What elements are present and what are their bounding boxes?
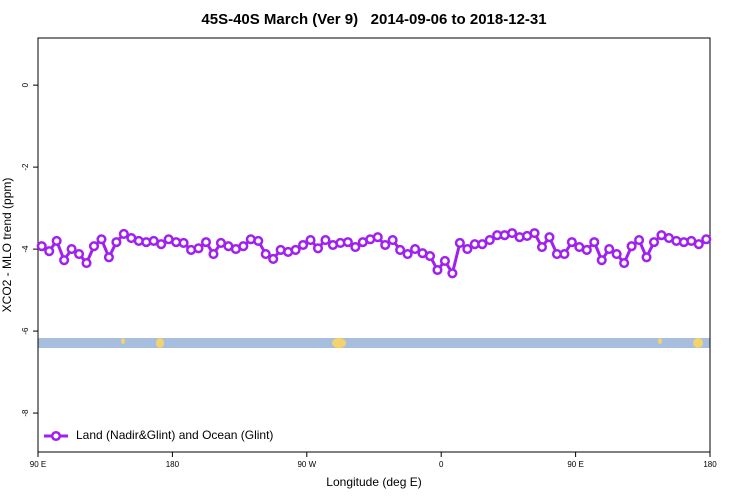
data-point — [74, 248, 85, 260]
y-tick-label: 0 — [21, 82, 30, 87]
data-point — [178, 237, 189, 249]
data-point — [200, 237, 212, 248]
data-point — [350, 241, 361, 253]
data-point — [238, 241, 249, 252]
data-point — [118, 228, 129, 239]
y-tick-label: -2 — [21, 163, 30, 171]
data-point — [529, 228, 540, 239]
data-point — [648, 237, 660, 248]
y-tick-label: -8 — [21, 409, 30, 417]
data-point — [581, 244, 592, 255]
data-point — [59, 255, 70, 266]
x-tick-label: 0 — [439, 460, 444, 469]
data-point — [88, 241, 100, 252]
legend-label: Land (Nadir&Glint) and Ocean (Glint) — [76, 428, 273, 442]
x-tick-label: 90 E — [30, 460, 46, 469]
data-point — [260, 248, 271, 260]
data-point — [634, 235, 645, 246]
x-tick-label: 90 W — [297, 460, 316, 469]
data-point — [641, 252, 652, 263]
data-point — [477, 239, 488, 250]
x-axis-label: Longitude (deg E) — [326, 475, 421, 489]
data-point — [81, 257, 92, 269]
data-point — [387, 235, 398, 246]
data-point — [111, 237, 122, 248]
data-point — [566, 237, 577, 248]
data-point — [619, 257, 630, 269]
data-point — [402, 248, 413, 260]
data-point — [447, 268, 458, 279]
data-point — [298, 239, 309, 251]
data-point — [462, 244, 473, 255]
data-point — [604, 244, 615, 255]
y-tick-label: -4 — [21, 245, 30, 253]
data-point — [484, 235, 495, 246]
x-tick-label: 180 — [166, 460, 180, 469]
data-point — [66, 244, 77, 255]
y-tick-label: -6 — [21, 327, 30, 335]
data-point — [44, 246, 55, 257]
data-point — [51, 235, 62, 246]
data-point — [342, 237, 353, 248]
data-point — [432, 264, 443, 276]
data-point — [536, 241, 548, 253]
data-point — [193, 243, 204, 254]
data-point — [693, 239, 704, 250]
data-point — [305, 235, 316, 246]
data-point — [372, 232, 383, 243]
data-point — [410, 244, 421, 255]
data-point — [596, 255, 607, 266]
data-point — [208, 248, 219, 260]
data-point — [156, 239, 167, 250]
data-point — [96, 234, 107, 245]
data-point — [36, 241, 47, 252]
data-point — [268, 253, 279, 264]
y-axis-label: XCO2 - MLO trend (ppm) — [0, 178, 14, 313]
land-ocean-strip — [38, 338, 710, 348]
x-tick-label: 180 — [703, 460, 717, 469]
data-point — [103, 252, 114, 263]
data-point — [507, 228, 518, 239]
data-point — [611, 248, 622, 260]
data-point — [454, 237, 465, 249]
legend-marker — [50, 430, 62, 442]
data-point — [290, 244, 301, 255]
x-tick-label: 90 E — [567, 460, 583, 469]
data-point — [395, 244, 406, 255]
data-point — [439, 255, 450, 267]
data-point — [559, 248, 570, 260]
data-point — [320, 235, 331, 246]
data-point — [424, 251, 436, 262]
data-point — [380, 239, 391, 251]
data-point — [544, 232, 555, 243]
data-point — [253, 235, 264, 246]
data-point — [626, 241, 637, 252]
data-point — [312, 243, 324, 254]
data-point — [589, 237, 600, 248]
chart-title: 45S-40S March (Ver 9) 2014-09-06 to 2018… — [201, 11, 546, 28]
data-point — [701, 234, 712, 245]
